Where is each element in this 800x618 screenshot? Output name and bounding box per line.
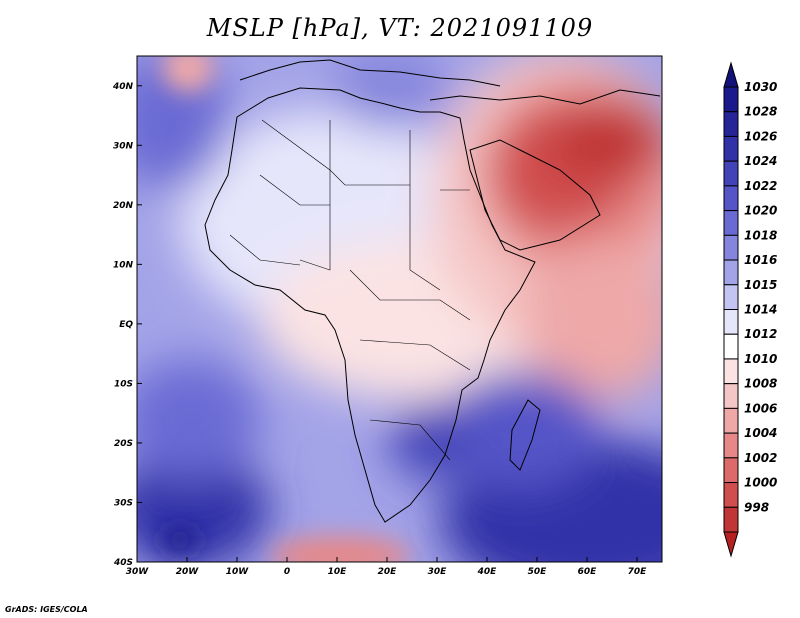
colorbar-label: 1026 — [744, 129, 777, 143]
colorbar-swatch — [723, 259, 739, 286]
coastlines — [204, 59, 661, 523]
colorbar-swatch — [723, 358, 739, 385]
colorbar-label: 1004 — [744, 426, 777, 440]
lat-tick-label: 30S — [114, 498, 133, 508]
colorbar-label: 1006 — [744, 401, 777, 415]
lon-tick-label: 10W — [226, 567, 250, 577]
colorbar-label: 1018 — [744, 228, 777, 242]
lon-tick-label: 60E — [578, 567, 598, 577]
colorbar-swatch — [723, 506, 739, 533]
colorbar-swatch — [723, 457, 739, 484]
credit-text: GrADS: IGES/COLA — [5, 605, 88, 614]
pressure-field — [137, 56, 662, 562]
longitude-axis: 30W 20W 10W 0 10E 20E 30E 40E 50E 60E 70E — [126, 557, 647, 577]
colorbar-swatch — [723, 432, 739, 459]
colorbar-swatch — [723, 234, 739, 261]
lat-tick-label: 10S — [114, 379, 133, 389]
lon-tick-label: 50E — [528, 567, 548, 577]
lon-tick-label: 20W — [176, 567, 200, 577]
colorbar-swatch — [723, 86, 739, 113]
colorbar-label: 1008 — [744, 377, 777, 391]
colorbar-swatch — [723, 333, 739, 360]
colorbar-label: 1014 — [744, 303, 777, 317]
colorbar-label: 1030 — [744, 80, 777, 94]
lat-tick-label: 40S — [113, 558, 133, 568]
lat-tick-label: 40N — [112, 82, 134, 92]
colorbar-swatch — [723, 407, 739, 434]
colorbar-swatch — [723, 135, 739, 162]
colorbar-swatch — [723, 284, 739, 310]
colorbar-swatch — [723, 383, 739, 409]
colorbar-swatch — [723, 210, 739, 236]
latitude-axis: 40N 30N 20N 10N EQ 10S 20S 30S 40S — [112, 82, 142, 568]
lon-tick-label: 70E — [628, 567, 648, 577]
colorbar-swatch — [723, 111, 739, 137]
colorbar-swatch — [723, 160, 739, 187]
lon-tick-label: 10E — [328, 567, 348, 577]
colorbar-label: 1002 — [744, 451, 777, 465]
colorbar-top-arrow — [723, 61, 739, 88]
colorbar-label: 1000 — [744, 476, 777, 490]
country-borders — [229, 119, 471, 461]
colorbar-bottom-arrow — [723, 531, 739, 558]
colorbar-label: 1024 — [744, 154, 777, 168]
chart-title: MSLP [hPa], VT: 2021091109 — [206, 14, 594, 42]
colorbar-label: 1020 — [744, 204, 777, 218]
colorbar-label: 1016 — [744, 253, 777, 267]
lat-tick-label: 20N — [113, 201, 134, 211]
lon-tick-label: 20E — [378, 567, 398, 577]
lon-tick-label: 30E — [428, 567, 448, 577]
colorbar-label: 1022 — [744, 179, 777, 193]
colorbar-swatch — [723, 185, 739, 212]
lat-tick-label: EQ — [119, 320, 133, 330]
lat-tick-label: 20S — [114, 439, 133, 449]
colorbar-label: 1012 — [744, 327, 777, 341]
colorbar-swatch — [723, 309, 739, 335]
lon-tick-label: 40E — [477, 567, 498, 577]
colorbar-label: 1028 — [744, 105, 777, 119]
lat-tick-label: 30N — [113, 141, 134, 151]
colorbar: 1030 1028 1026 1024 1022 1020 1018 1016 1015 1014… — [723, 61, 777, 558]
lon-tick-label: 30W — [126, 567, 150, 577]
colorbar-label: 1010 — [744, 352, 777, 366]
colorbar-swatch — [723, 482, 739, 508]
colorbar-label: 998 — [744, 500, 769, 514]
map-frame — [136, 55, 663, 563]
colorbar-label: 1015 — [744, 278, 777, 292]
lat-tick-label: 10N — [113, 260, 134, 270]
lon-tick-label: 0 — [284, 567, 290, 577]
